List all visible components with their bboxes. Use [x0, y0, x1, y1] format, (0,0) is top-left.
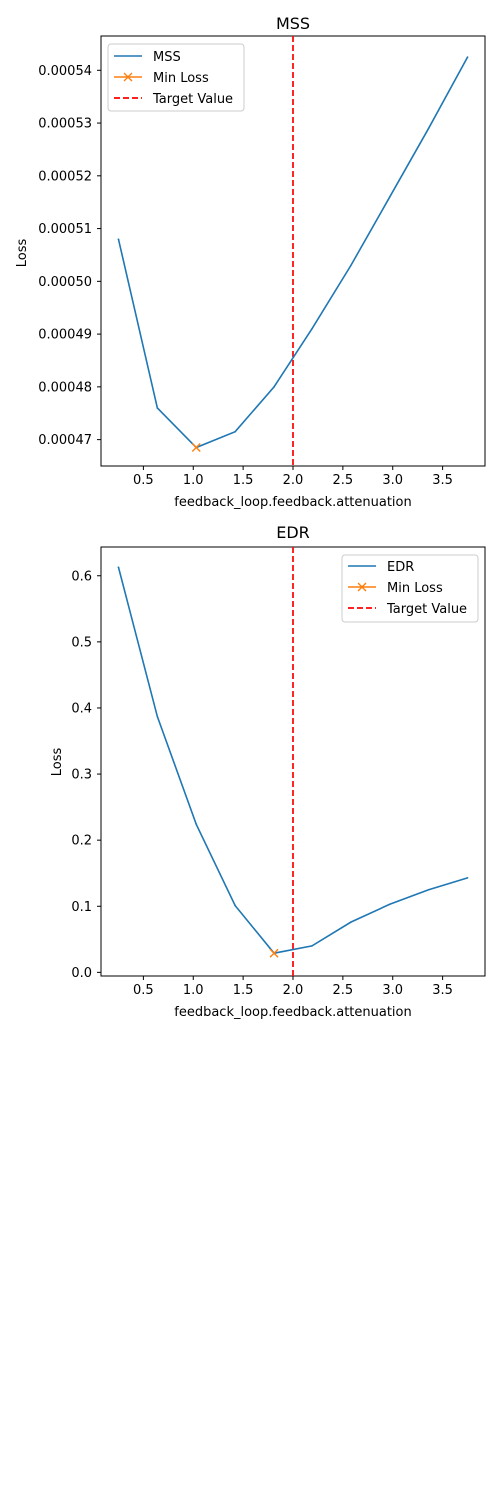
chart-edr: EDR 0.5 1.0 1.5 2.0 2.5 3.0 3.5 0.00.10.20.30.… — [50, 523, 486, 1020]
y-tick-label: 0.00047 — [38, 433, 92, 448]
data-point — [273, 386, 275, 388]
data-point — [156, 715, 159, 718]
y-tick-label: 0.00050 — [38, 275, 92, 290]
y-tick-label: 0.4 — [71, 701, 92, 716]
y-tick-label: 0.00049 — [38, 328, 92, 343]
x-tick-label: 2.0 — [283, 473, 304, 488]
x-tick-label: 3.0 — [382, 983, 403, 998]
data-point — [311, 328, 313, 330]
y-axis-label: Loss — [50, 748, 65, 777]
legend-label-target: Target Value — [386, 602, 467, 617]
y-tick-label: 0.00052 — [38, 169, 92, 184]
plot-area — [117, 547, 469, 976]
series-line — [117, 566, 468, 955]
chart-title: MSS — [276, 14, 310, 33]
data-point — [117, 566, 120, 568]
x-tick-label: 0.5 — [133, 473, 154, 488]
y-tick-label: 0.6 — [71, 569, 92, 584]
min-loss-point — [191, 443, 201, 453]
y-ticks: 0.00047 0.00048 0.00049 0.00050 0.00051 0.000… — [38, 64, 101, 448]
x-tick-label: 0.5 — [133, 983, 154, 998]
chart-mss: MSS 0.5 1.0 1.5 2.0 2.5 3.0 3.5 0.00047 0.00048… — [15, 14, 486, 510]
x-tick-label: 3.0 — [382, 473, 403, 488]
x-ticks: 0.5 1.0 1.5 2.0 2.5 3.0 3.5 — [133, 976, 453, 998]
y-tick-label: 0.3 — [71, 768, 92, 783]
data-point — [234, 430, 236, 433]
legend-box — [107, 43, 245, 112]
data-point — [388, 196, 391, 198]
chart-title: EDR — [276, 523, 310, 542]
y-tick-label: 0.0 — [71, 966, 92, 981]
x-tick-label: 2.5 — [333, 983, 354, 998]
x-tick-label: 1.0 — [183, 983, 204, 998]
data-point — [350, 921, 352, 923]
x-axis-label: feedback_loop.feedback.attenuation — [174, 1005, 411, 1020]
data-point — [117, 238, 120, 240]
x-tick-label: 1.5 — [233, 983, 254, 998]
data-point — [311, 945, 313, 947]
data-point — [350, 264, 352, 267]
data-point — [388, 903, 391, 906]
x-tick-label: 3.5 — [432, 473, 453, 488]
x-ticks: 0.5 1.0 1.5 2.0 2.5 3.0 3.5 — [133, 466, 453, 488]
data-point — [466, 877, 469, 879]
legend-label-series: MSS — [153, 50, 181, 65]
x-tick-label: 2.0 — [283, 983, 304, 998]
legend-label-target: Target Value — [152, 92, 233, 107]
data-point — [156, 407, 159, 409]
min-loss-point — [269, 948, 279, 958]
x-tick-label: 2.5 — [333, 473, 354, 488]
y-tick-label: 0.5 — [71, 635, 92, 650]
data-point — [195, 823, 198, 826]
y-tick-label: 0.00053 — [38, 117, 92, 132]
legend: EDR Min Loss Target Value — [341, 554, 479, 623]
legend-marker-min-loss — [357, 582, 367, 592]
y-tick-label: 0.00051 — [38, 222, 92, 237]
y-tick-label: 0.2 — [71, 834, 92, 849]
min-loss-marker — [191, 443, 201, 453]
legend-label-min-loss: Min Loss — [153, 71, 209, 86]
data-point — [466, 56, 469, 58]
x-tick-label: 1.5 — [233, 473, 254, 488]
series-line — [117, 56, 469, 449]
y-ticks: 0.0 0.1 0.2 0.3 0.4 0.5 0.6 — [71, 569, 101, 981]
plot-area — [117, 36, 469, 466]
y-tick-label: 0.1 — [71, 900, 92, 915]
y-tick-label: 0.00048 — [38, 380, 92, 395]
legend-box — [341, 554, 479, 623]
data-point — [427, 888, 430, 891]
legend-label-min-loss: Min Loss — [387, 581, 443, 596]
legend-marker-min-loss — [123, 72, 133, 82]
y-tick-label: 0.00054 — [38, 64, 92, 79]
x-tick-label: 3.5 — [432, 983, 453, 998]
data-point — [427, 127, 430, 130]
x-tick-label: 1.0 — [183, 473, 204, 488]
min-loss-marker — [269, 948, 279, 958]
legend: MSS Min Loss Target Value — [107, 43, 245, 112]
y-axis-label: Loss — [15, 239, 30, 268]
data-point — [234, 904, 236, 907]
legend-label-series: EDR — [387, 560, 414, 575]
x-axis-label: feedback_loop.feedback.attenuation — [174, 495, 411, 510]
